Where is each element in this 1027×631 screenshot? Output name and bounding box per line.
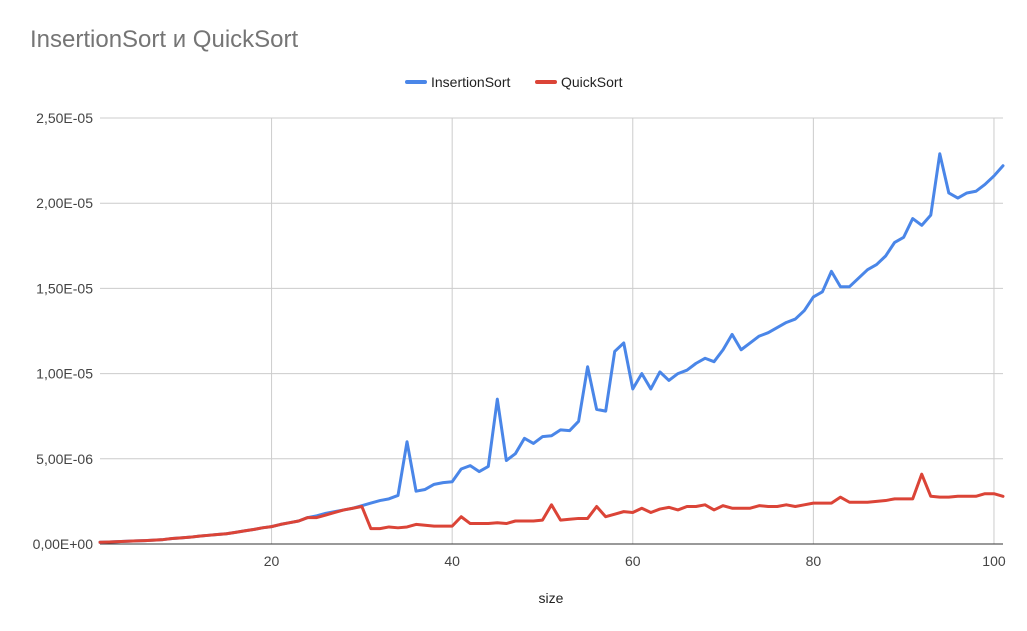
series-line-quicksort — [98, 472, 1005, 544]
grid — [100, 117, 1003, 544]
y-tick-label: 2,50E-05 — [36, 110, 93, 126]
x-axis-title: size — [539, 590, 564, 606]
series-line-insertionsort — [98, 152, 1005, 544]
x-tick-label: 20 — [264, 553, 280, 569]
x-tick-label: 40 — [444, 553, 460, 569]
y-tick-label: 1,50E-05 — [36, 280, 93, 296]
x-tick-label: 100 — [982, 553, 1006, 569]
axes: 0,00E+00 5,00E-06 1,00E-05 1,50E-05 2,00E-05… — [33, 110, 1006, 569]
y-tick-label: 1,00E-05 — [36, 366, 93, 382]
y-tick-label: 0,00E+00 — [33, 536, 94, 552]
x-tick-label: 60 — [625, 553, 641, 569]
legend-label: QuickSort — [561, 74, 623, 90]
x-tick-label: 80 — [806, 553, 822, 569]
legend[interactable]: InsertionSort QuickSort — [405, 74, 623, 90]
legend-item-insertionsort[interactable]: InsertionSort — [405, 74, 510, 90]
y-tick-label: 5,00E-06 — [36, 451, 93, 467]
y-tick-label: 2,00E-05 — [36, 195, 93, 211]
legend-item-quicksort[interactable]: QuickSort — [535, 74, 623, 90]
chart-title: InsertionSort и QuickSort — [30, 26, 299, 53]
series-lines — [98, 152, 1005, 544]
legend-label: InsertionSort — [431, 74, 510, 90]
